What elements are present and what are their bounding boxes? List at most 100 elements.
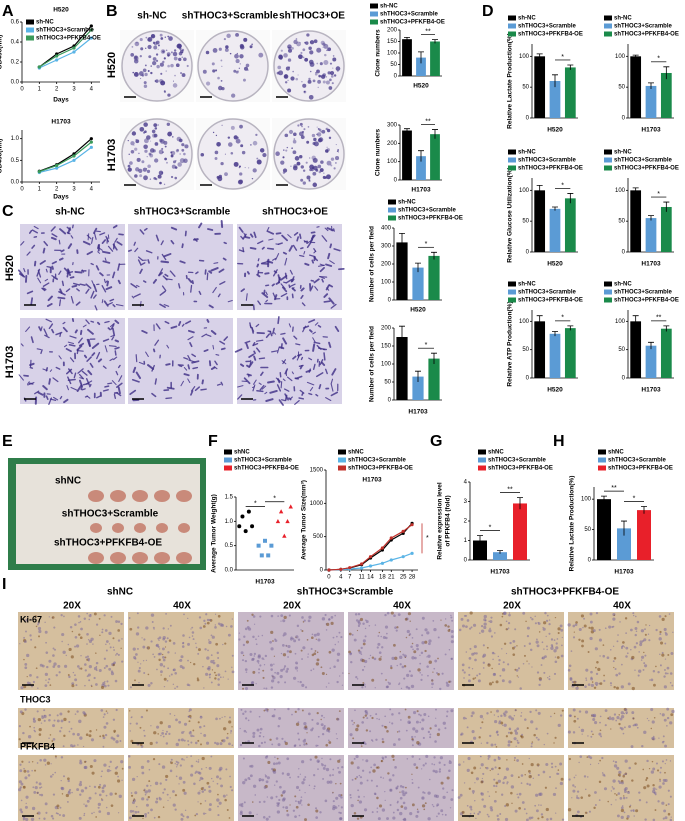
nucleus	[146, 798, 149, 801]
cell	[117, 263, 121, 271]
cell	[29, 366, 34, 369]
cell	[50, 236, 57, 241]
photo	[458, 611, 564, 690]
nucleus	[627, 682, 631, 686]
cell	[170, 226, 178, 231]
nucleus	[264, 774, 266, 776]
colony	[300, 135, 305, 140]
cell	[79, 283, 86, 286]
colony	[252, 140, 258, 146]
cell	[269, 389, 278, 394]
x-tick-label: 14	[367, 575, 374, 581]
nucleus	[437, 728, 441, 731]
nucleus	[170, 761, 173, 765]
cell	[277, 378, 281, 384]
cell	[81, 269, 85, 273]
nucleus	[670, 816, 672, 818]
nucleus	[71, 684, 75, 688]
nucleus	[372, 769, 376, 773]
nucleus	[614, 792, 616, 795]
nucleus	[507, 731, 510, 734]
cell	[293, 335, 298, 340]
significance: **	[425, 118, 431, 125]
dish	[273, 30, 345, 102]
y-tick-label: 100	[615, 319, 626, 325]
nucleus	[468, 666, 471, 669]
nucleus	[589, 636, 593, 641]
y-tick-label: 100	[387, 159, 398, 165]
cell	[130, 283, 138, 289]
nucleus	[153, 628, 155, 630]
nucleus	[189, 717, 192, 719]
nucleus	[313, 652, 317, 656]
nucleus	[208, 639, 210, 641]
nucleus	[169, 769, 173, 773]
colony	[142, 68, 147, 73]
colony	[127, 140, 129, 142]
colony	[164, 145, 167, 148]
nucleus	[39, 793, 41, 796]
colony	[164, 157, 167, 161]
nucleus	[273, 663, 275, 665]
nucleus	[375, 738, 378, 741]
nucleus	[428, 778, 431, 781]
nucleus	[74, 645, 77, 648]
colony	[298, 131, 304, 137]
photo	[458, 708, 564, 748]
nucleus	[120, 760, 124, 764]
nucleus	[616, 766, 620, 770]
nucleus	[337, 641, 339, 643]
nucleus	[531, 741, 534, 743]
point	[250, 524, 255, 529]
colony	[138, 168, 143, 173]
nucleus	[528, 769, 531, 773]
nucleus	[153, 656, 156, 658]
colony	[322, 73, 326, 77]
nucleus	[410, 684, 415, 689]
cell	[259, 384, 265, 391]
nucleus	[285, 806, 289, 810]
point	[282, 533, 287, 538]
colony	[173, 56, 178, 61]
nucleus	[227, 633, 231, 637]
nucleus	[548, 632, 551, 635]
nucleus	[67, 779, 70, 783]
colony	[214, 157, 218, 160]
legend-swatch	[598, 457, 606, 463]
nucleus	[514, 809, 518, 813]
legend-label: shTHOC3+Scramble	[234, 458, 293, 464]
cell	[309, 386, 314, 392]
cell	[78, 337, 83, 344]
nucleus	[79, 736, 83, 740]
cell	[210, 267, 219, 272]
y-axis-label: Average Tumor Weight(g)	[211, 494, 218, 573]
nucleus	[415, 814, 419, 818]
nucleus	[631, 779, 634, 782]
nucleus	[439, 756, 443, 760]
nucleus	[314, 755, 318, 759]
cell	[326, 227, 334, 232]
cell	[170, 325, 178, 329]
y-tick-label: 50	[384, 380, 391, 386]
cell	[40, 349, 43, 355]
nucleus	[672, 631, 674, 634]
y-tick-label: 200	[387, 28, 398, 34]
cell	[316, 372, 324, 378]
nucleus	[238, 638, 241, 641]
nucleus	[78, 633, 81, 636]
nucleus	[385, 636, 388, 640]
cell	[105, 235, 110, 243]
nucleus	[79, 621, 82, 623]
cell	[71, 284, 78, 288]
y-axis-label: Number of cells per field	[369, 226, 376, 302]
colony	[239, 54, 244, 59]
panel-label: D	[482, 3, 494, 20]
nucleus	[80, 627, 83, 631]
nucleus	[613, 614, 616, 616]
colony	[332, 55, 335, 57]
nucleus	[415, 729, 419, 733]
nucleus	[206, 618, 210, 622]
nucleus	[609, 715, 611, 718]
nucleus	[493, 758, 497, 762]
cell	[282, 251, 287, 255]
